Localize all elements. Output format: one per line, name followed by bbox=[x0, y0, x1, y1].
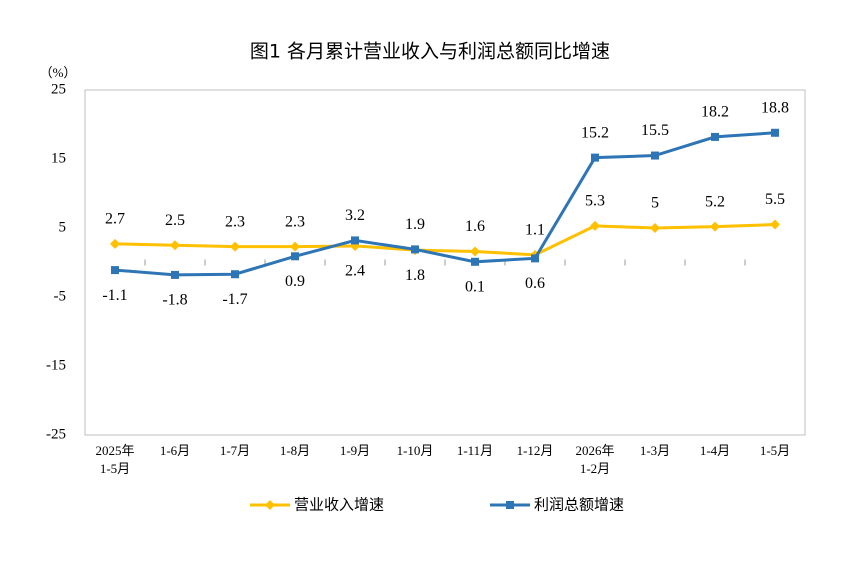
marker bbox=[591, 153, 599, 162]
data-label: 1.8 bbox=[405, 267, 425, 284]
legend-label: 利润总额增速 bbox=[534, 496, 624, 514]
y-tick-label: 15 bbox=[51, 150, 66, 166]
marker bbox=[710, 221, 720, 232]
data-label: 15.5 bbox=[641, 122, 669, 139]
data-label: 3.2 bbox=[345, 207, 365, 224]
x-tick-label: 1-3月 bbox=[639, 443, 671, 458]
data-label: 5.3 bbox=[585, 193, 605, 210]
y-tick-label: -25 bbox=[46, 426, 66, 442]
marker bbox=[711, 132, 719, 141]
legend-label: 营业收入增速 bbox=[294, 496, 384, 514]
marker bbox=[291, 252, 299, 261]
marker bbox=[531, 254, 539, 263]
data-label: -1.8 bbox=[162, 292, 187, 309]
series-line bbox=[114, 131, 776, 277]
x-tick-label: 1-7月 bbox=[219, 443, 251, 458]
data-label: 15.2 bbox=[581, 124, 609, 141]
x-tick-label: 1-4月 bbox=[699, 443, 731, 458]
marker bbox=[470, 246, 480, 257]
x-tick-label: 1-6月 bbox=[159, 443, 191, 458]
x-tick-label: 1-8月 bbox=[279, 443, 311, 458]
marker bbox=[110, 238, 120, 249]
marker bbox=[471, 257, 479, 266]
marker bbox=[231, 270, 239, 279]
marker bbox=[230, 241, 240, 252]
x-tick-label: 1-5月 bbox=[759, 443, 791, 458]
series-line bbox=[114, 223, 776, 257]
data-label: 2.5 bbox=[165, 212, 185, 229]
data-label: 1.9 bbox=[405, 216, 425, 233]
data-label: 1.1 bbox=[525, 222, 545, 239]
data-label: 2.4 bbox=[345, 263, 365, 280]
x-tick-label: 1-12月 bbox=[516, 443, 554, 458]
marker bbox=[770, 219, 780, 230]
x-tick-label: 2026年 1-2月 bbox=[575, 443, 615, 476]
marker bbox=[651, 151, 659, 160]
x-tick-label: 2025年 1-5月 bbox=[95, 443, 135, 476]
plot-frame bbox=[84, 89, 806, 436]
legend-marker bbox=[265, 500, 275, 510]
data-label: 0.9 bbox=[285, 273, 305, 290]
data-label: 0.1 bbox=[465, 278, 485, 295]
chart-title: 图1 各月累计营业收入与利润总额同比增速 bbox=[250, 41, 610, 63]
data-label: 5.2 bbox=[705, 193, 725, 210]
marker bbox=[650, 223, 660, 233]
marker bbox=[290, 241, 300, 252]
data-label: -1.1 bbox=[102, 287, 127, 304]
data-label: 18.8 bbox=[761, 99, 789, 116]
data-label: -1.7 bbox=[222, 291, 247, 308]
marker bbox=[590, 220, 600, 231]
x-tick-label: 1-9月 bbox=[339, 443, 371, 458]
y-tick-label: 25 bbox=[51, 81, 66, 97]
data-label: 2.3 bbox=[285, 213, 305, 230]
x-tick-label: 1-11月 bbox=[456, 443, 494, 458]
legend-marker bbox=[506, 501, 514, 509]
data-label: 0.6 bbox=[525, 275, 545, 292]
data-label: 1.6 bbox=[465, 218, 485, 235]
data-label: 2.7 bbox=[105, 211, 125, 228]
marker bbox=[170, 240, 180, 251]
y-tick-label: -5 bbox=[54, 288, 67, 304]
marker bbox=[111, 266, 119, 275]
x-tick-label: 1-10月 bbox=[396, 443, 434, 458]
marker bbox=[171, 270, 179, 279]
marker bbox=[351, 236, 359, 245]
marker bbox=[411, 245, 419, 254]
y-tick-label: 5 bbox=[59, 219, 67, 235]
data-label: 5.5 bbox=[765, 191, 785, 208]
data-label: 5 bbox=[651, 195, 659, 212]
data-label: 18.2 bbox=[701, 104, 729, 121]
y-tick-label: -15 bbox=[46, 357, 66, 373]
data-label: 2.3 bbox=[225, 213, 245, 230]
marker bbox=[771, 128, 779, 137]
y-unit: （%） bbox=[40, 65, 77, 80]
